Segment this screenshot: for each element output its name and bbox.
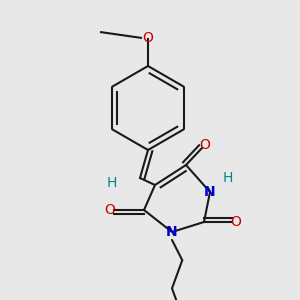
Text: N: N <box>204 185 216 199</box>
Text: O: O <box>105 203 116 217</box>
Text: O: O <box>231 215 242 229</box>
Text: N: N <box>166 225 178 239</box>
Text: O: O <box>142 31 153 45</box>
Text: O: O <box>200 138 210 152</box>
Text: H: H <box>107 176 117 190</box>
Text: H: H <box>223 171 233 185</box>
